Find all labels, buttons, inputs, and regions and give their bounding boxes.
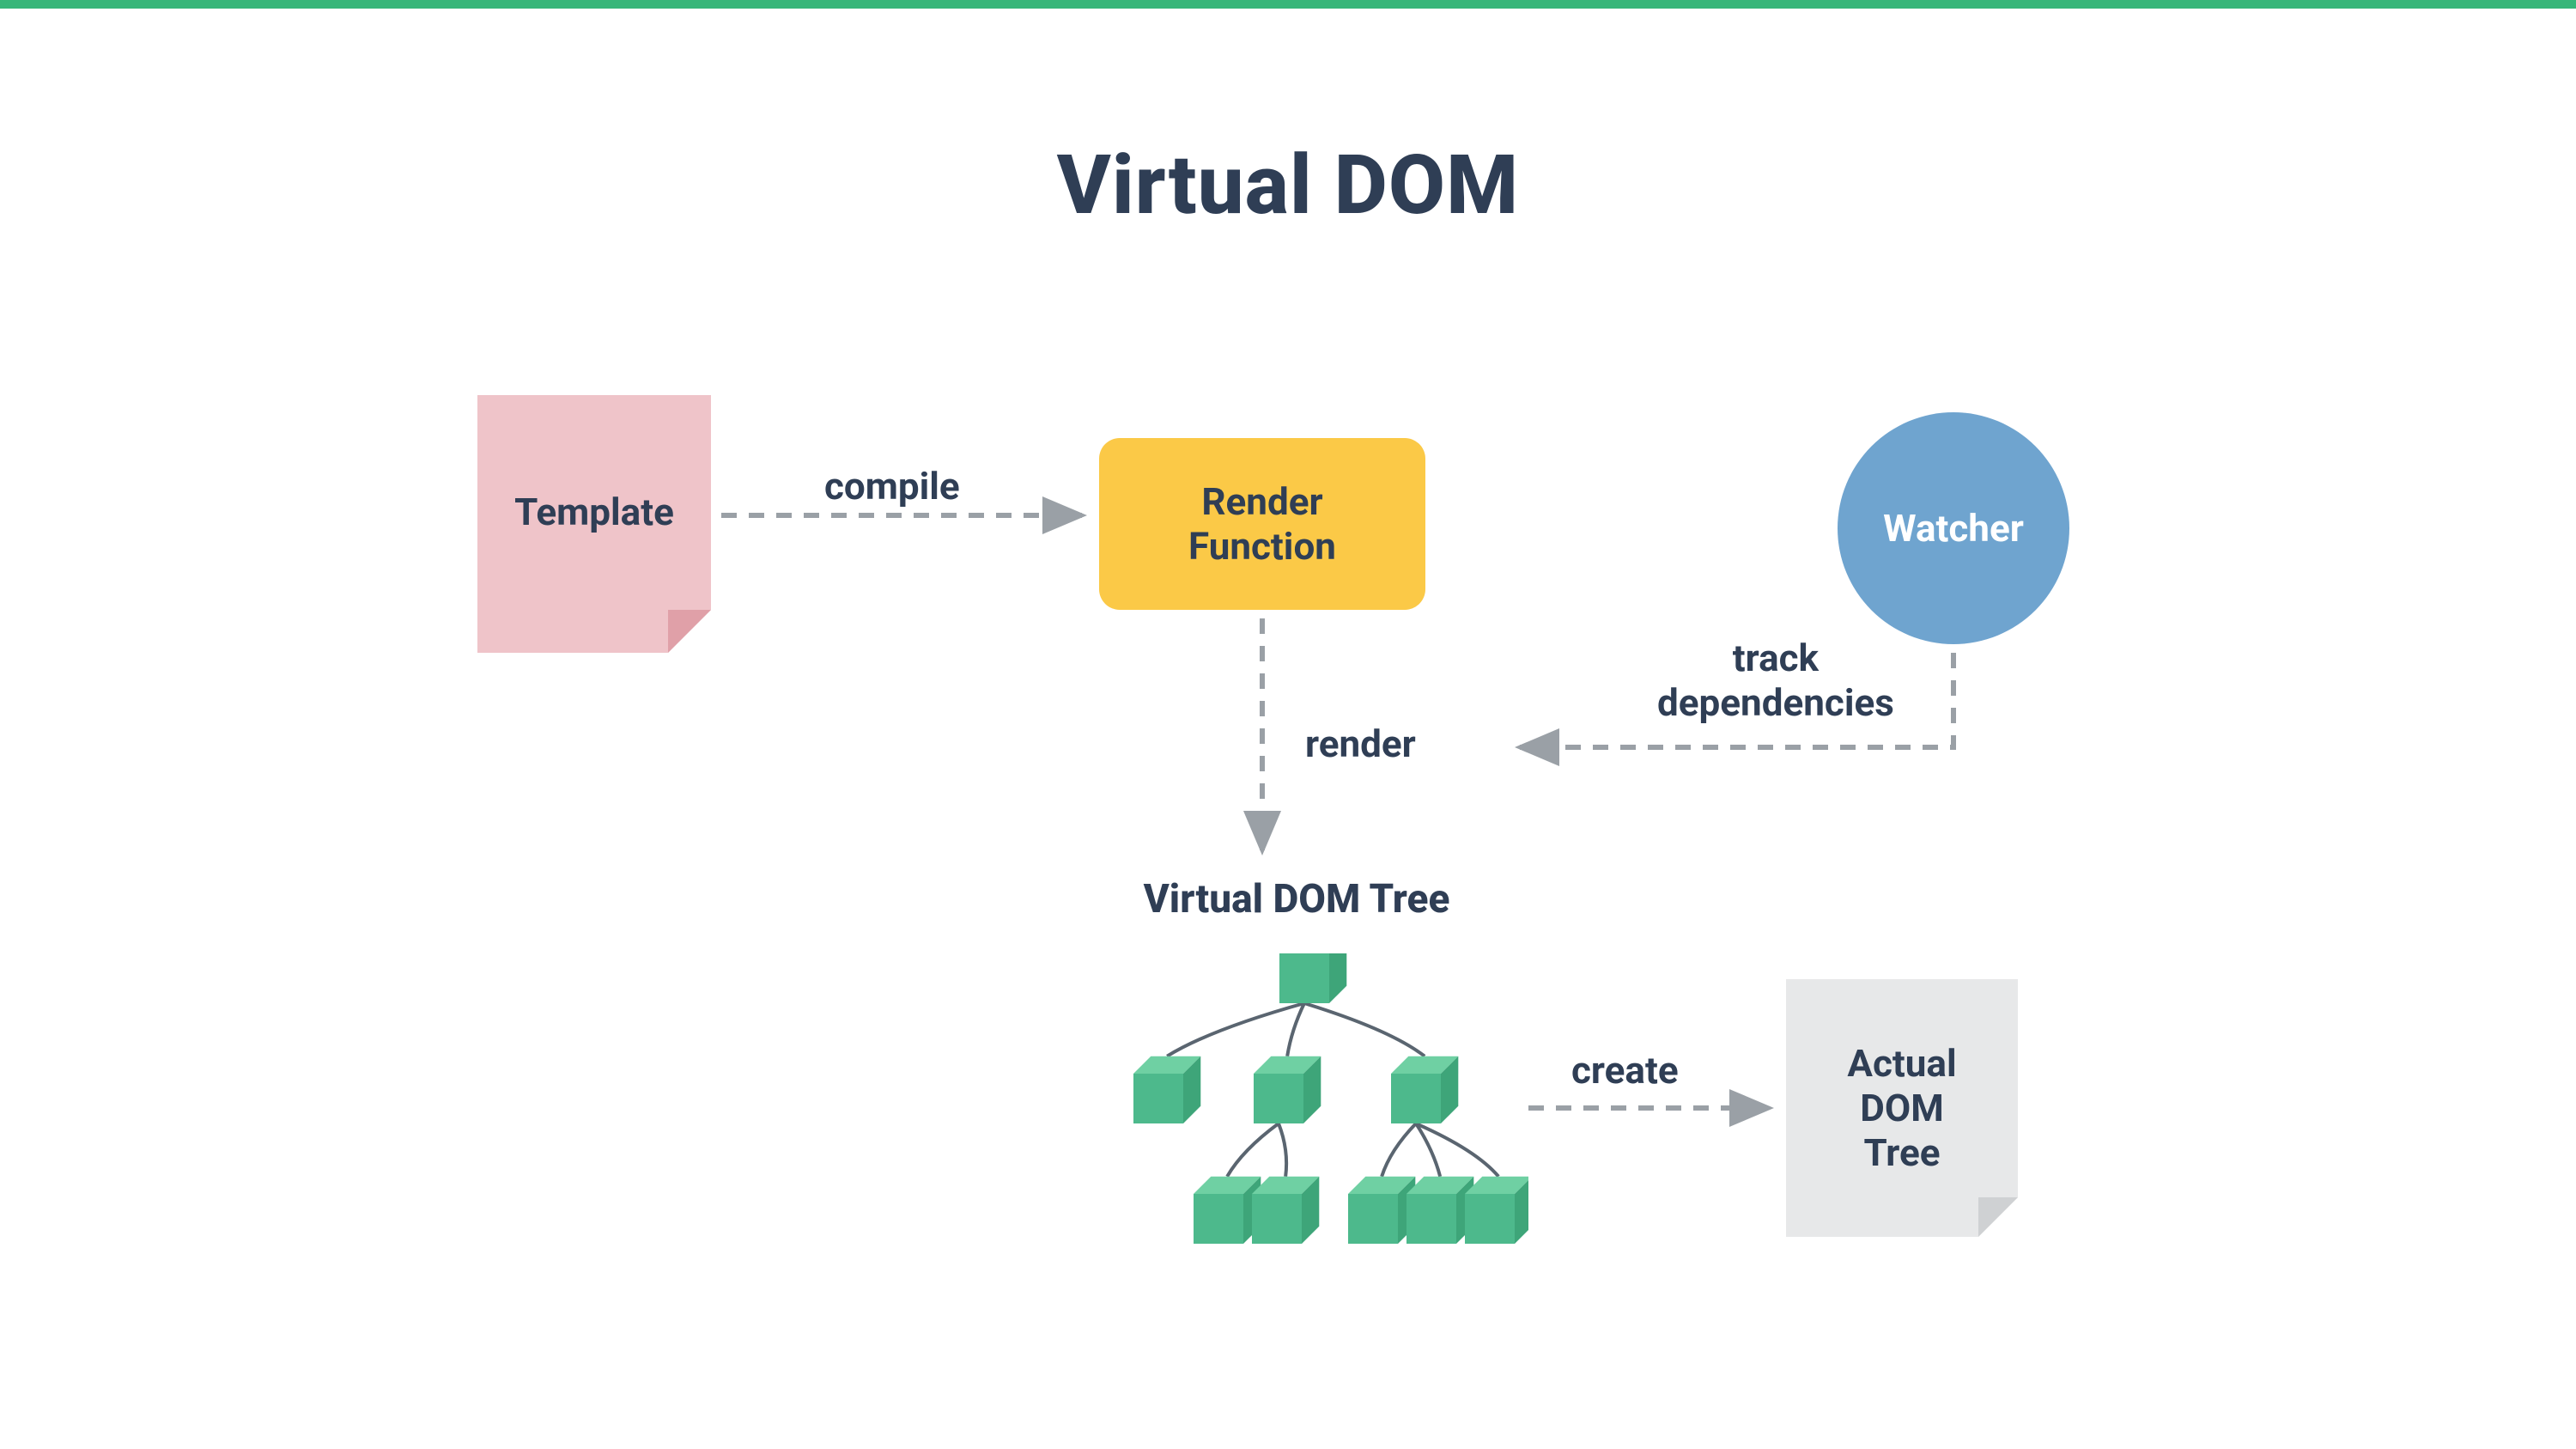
accent-bar <box>0 0 2576 9</box>
template-label: Template <box>477 371 711 653</box>
edge-label-track-dependencies: track dependencies <box>1657 636 1894 725</box>
tree-svg <box>1065 953 1528 1263</box>
page-title: Virtual DOM <box>0 137 2576 234</box>
actual-dom-tree-node: Actual DOM Tree <box>1786 979 2018 1237</box>
render-function-node: Render Function <box>1099 438 1425 610</box>
edge-label-create: create <box>1571 1048 1679 1093</box>
watcher-label: Watcher <box>1883 506 2024 551</box>
render-function-label: Render Function <box>1188 479 1336 569</box>
watcher-node: Watcher <box>1838 412 2069 644</box>
edge-label-render: render <box>1305 721 1416 766</box>
edge-label-compile: compile <box>824 464 960 508</box>
template-node: Template <box>477 395 711 653</box>
virtual-dom-tree-icon <box>1065 953 1528 1263</box>
virtual-dom-tree-label: Virtual DOM Tree <box>979 876 1614 922</box>
actual-dom-tree-label: Actual DOM Tree <box>1786 979 2018 1237</box>
